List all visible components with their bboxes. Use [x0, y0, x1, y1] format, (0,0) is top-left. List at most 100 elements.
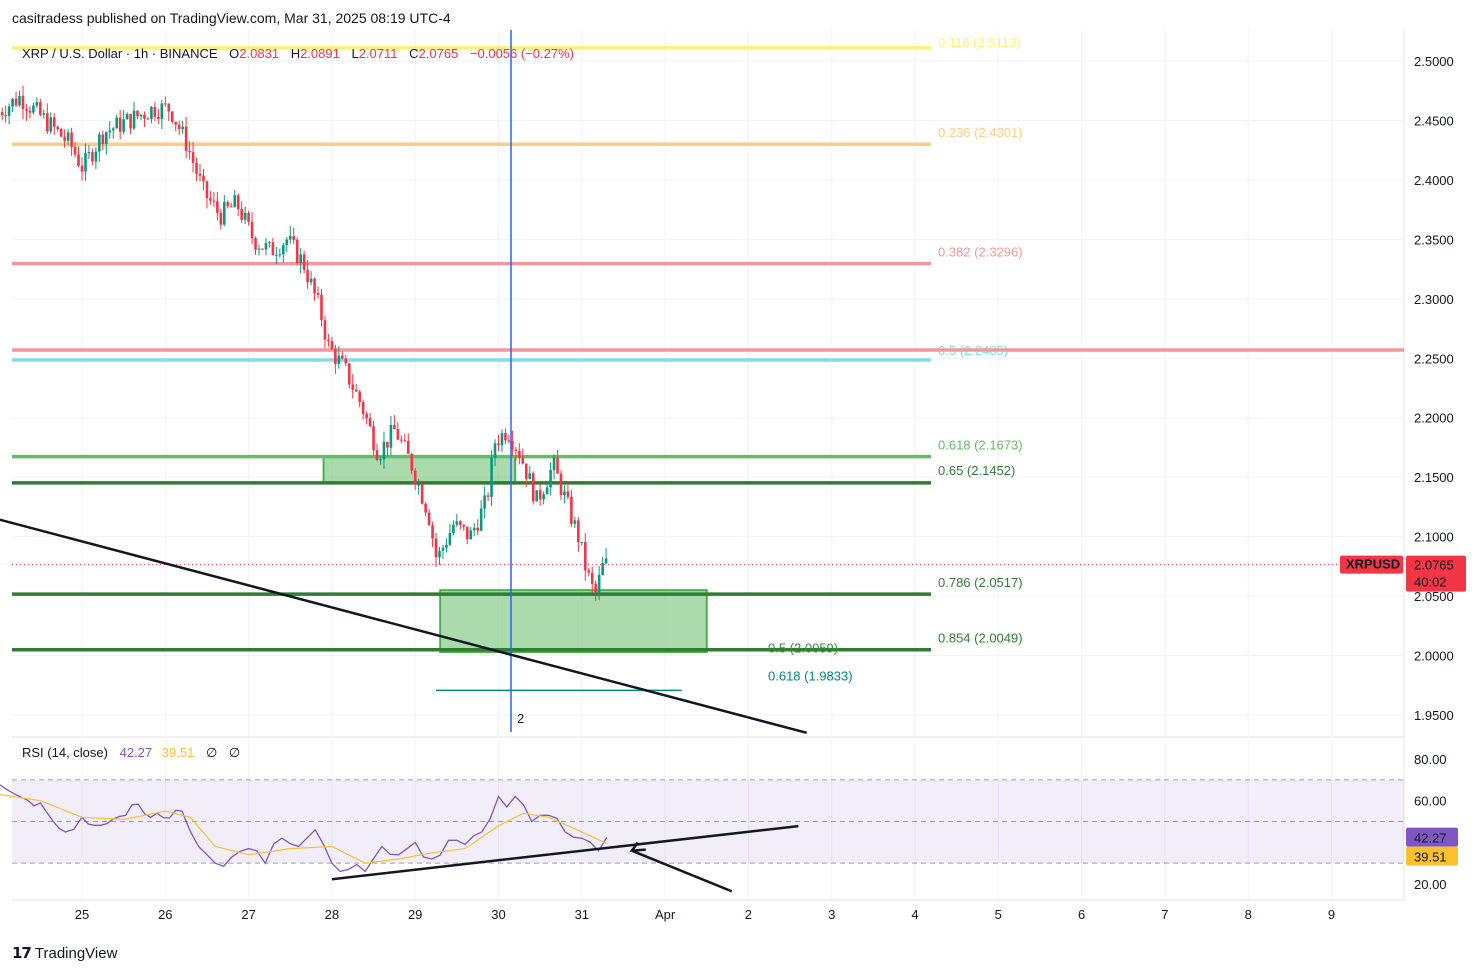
rsi-lines — [0, 784, 799, 893]
symbol-tag: XRPUSD — [1346, 557, 1400, 572]
price-axis[interactable]: 2.5000 2.4500 2.4000 2.3500 2.3000 2.2500 2.20… — [1414, 54, 1454, 723]
candle-body — [438, 550, 441, 558]
fib-level-label: 0.854 (2.0049) — [938, 631, 1023, 646]
candle-body — [243, 212, 247, 220]
candle-body — [330, 341, 334, 349]
candle-body — [597, 574, 601, 593]
rsi-tick-label: 60.00 — [1414, 794, 1447, 809]
candle-body — [459, 521, 462, 525]
candles — [0, 85, 608, 601]
candle-body — [500, 432, 504, 446]
candle-body — [209, 198, 212, 201]
candle-body — [552, 457, 556, 470]
rsi-legend-label: RSI (14, close) — [22, 745, 108, 760]
time-tick-label: 25 — [75, 907, 89, 922]
time-tick-label: 3 — [828, 907, 835, 922]
candle-body — [347, 363, 351, 385]
candle-body — [233, 195, 237, 208]
candle-body — [59, 129, 63, 137]
legend-l-value: 2.0711 — [359, 46, 398, 61]
candle-body — [351, 384, 355, 390]
secondary-fib-label: 0.618 (1.9833) — [768, 668, 853, 683]
fibonacci-lines: 0.118 (2.5113) 0.236 (2.4301) 0.382 (2.329… — [12, 35, 1404, 692]
time-tick-label: 9 — [1328, 907, 1335, 922]
candle-body — [486, 495, 490, 497]
candle-body — [410, 453, 414, 471]
candle-body — [104, 132, 108, 145]
price-tick-label: 2.1500 — [1414, 470, 1454, 485]
candle-body — [240, 209, 243, 220]
candle-body — [212, 200, 216, 202]
candle-body — [153, 106, 157, 117]
tradingview-logo[interactable]: 𝟭𝟳 TradingView — [12, 944, 117, 963]
candle-body — [111, 128, 115, 131]
candle-body — [472, 527, 476, 531]
candle-body — [524, 463, 528, 480]
candle-body — [368, 418, 372, 427]
candle-body — [403, 440, 407, 442]
candle-body — [257, 248, 261, 250]
rsi-axis[interactable]: 80.00 60.00 20.00 — [1414, 752, 1447, 892]
candle-body — [549, 469, 552, 488]
fib-level-label: 0.65 (2.1452) — [938, 463, 1015, 478]
time-tick-label: 27 — [241, 907, 255, 922]
price-tick-label: 1.9500 — [1414, 708, 1454, 723]
candle-body — [63, 136, 66, 141]
zones — [322, 455, 708, 653]
candle-body — [132, 110, 136, 129]
candle-body — [80, 165, 84, 172]
price-tag-countdown: 40:02 — [1414, 575, 1447, 590]
candle-body — [167, 103, 171, 112]
candle-body — [18, 95, 21, 106]
fib-level-label: 0.786 (2.0517) — [938, 575, 1023, 590]
candle-body — [479, 508, 483, 531]
candle-body — [299, 254, 302, 264]
rsi-tag-bg — [1406, 827, 1458, 847]
candle-body — [483, 495, 486, 509]
legend-c-label: C — [409, 46, 418, 61]
price-tick-label: 2.3500 — [1414, 232, 1454, 247]
candle-body — [323, 320, 327, 340]
last-price-tag: XRPUSD 2.0765 40:02 — [1340, 555, 1466, 592]
candle-body — [334, 348, 337, 364]
price-tag-value: 2.0765 — [1414, 558, 1454, 573]
rsi-tag-value: 42.27 — [1414, 831, 1447, 846]
candle-body — [386, 441, 389, 448]
candle-body — [372, 426, 375, 451]
candle-body — [452, 524, 455, 534]
symbol-tag-bg — [1340, 555, 1403, 574]
secondary-fib-label: 0.5 (2.0059) — [768, 641, 838, 656]
candle-body — [143, 114, 146, 119]
fib-level-label: 0.118 (2.5113) — [938, 35, 1021, 50]
candle-body — [389, 424, 393, 448]
candle-body — [84, 153, 87, 172]
candle-body — [393, 424, 396, 430]
price-tick-label: 2.2500 — [1414, 351, 1454, 366]
candle-body — [490, 457, 493, 497]
candle-body — [49, 117, 53, 132]
candle-body — [292, 236, 296, 240]
time-tick-label: 2 — [745, 907, 752, 922]
candle-body — [229, 206, 233, 208]
time-tick-label: 4 — [911, 907, 918, 922]
zone-box — [439, 589, 708, 653]
candle-body — [365, 413, 368, 419]
candle-body — [108, 130, 112, 133]
time-axis[interactable]: 25 26 27 28 29 30 31 Apr 2 3 4 5 6 7 8 9 — [75, 907, 1335, 922]
candle-body — [275, 254, 278, 256]
candle-body — [545, 487, 549, 495]
candle-body — [7, 106, 11, 117]
candle-body — [87, 152, 91, 154]
candle-body — [306, 269, 309, 283]
price-pane[interactable] — [12, 30, 1404, 735]
legend-o-label: O — [229, 46, 239, 61]
candle-body — [521, 457, 525, 464]
candle-body — [216, 201, 219, 213]
candle-body — [52, 117, 56, 127]
candle-body — [327, 339, 330, 342]
candle-body — [129, 114, 132, 129]
candle-body — [115, 117, 119, 129]
price-tick-label: 2.2000 — [1414, 411, 1454, 426]
candle-body — [577, 520, 580, 542]
